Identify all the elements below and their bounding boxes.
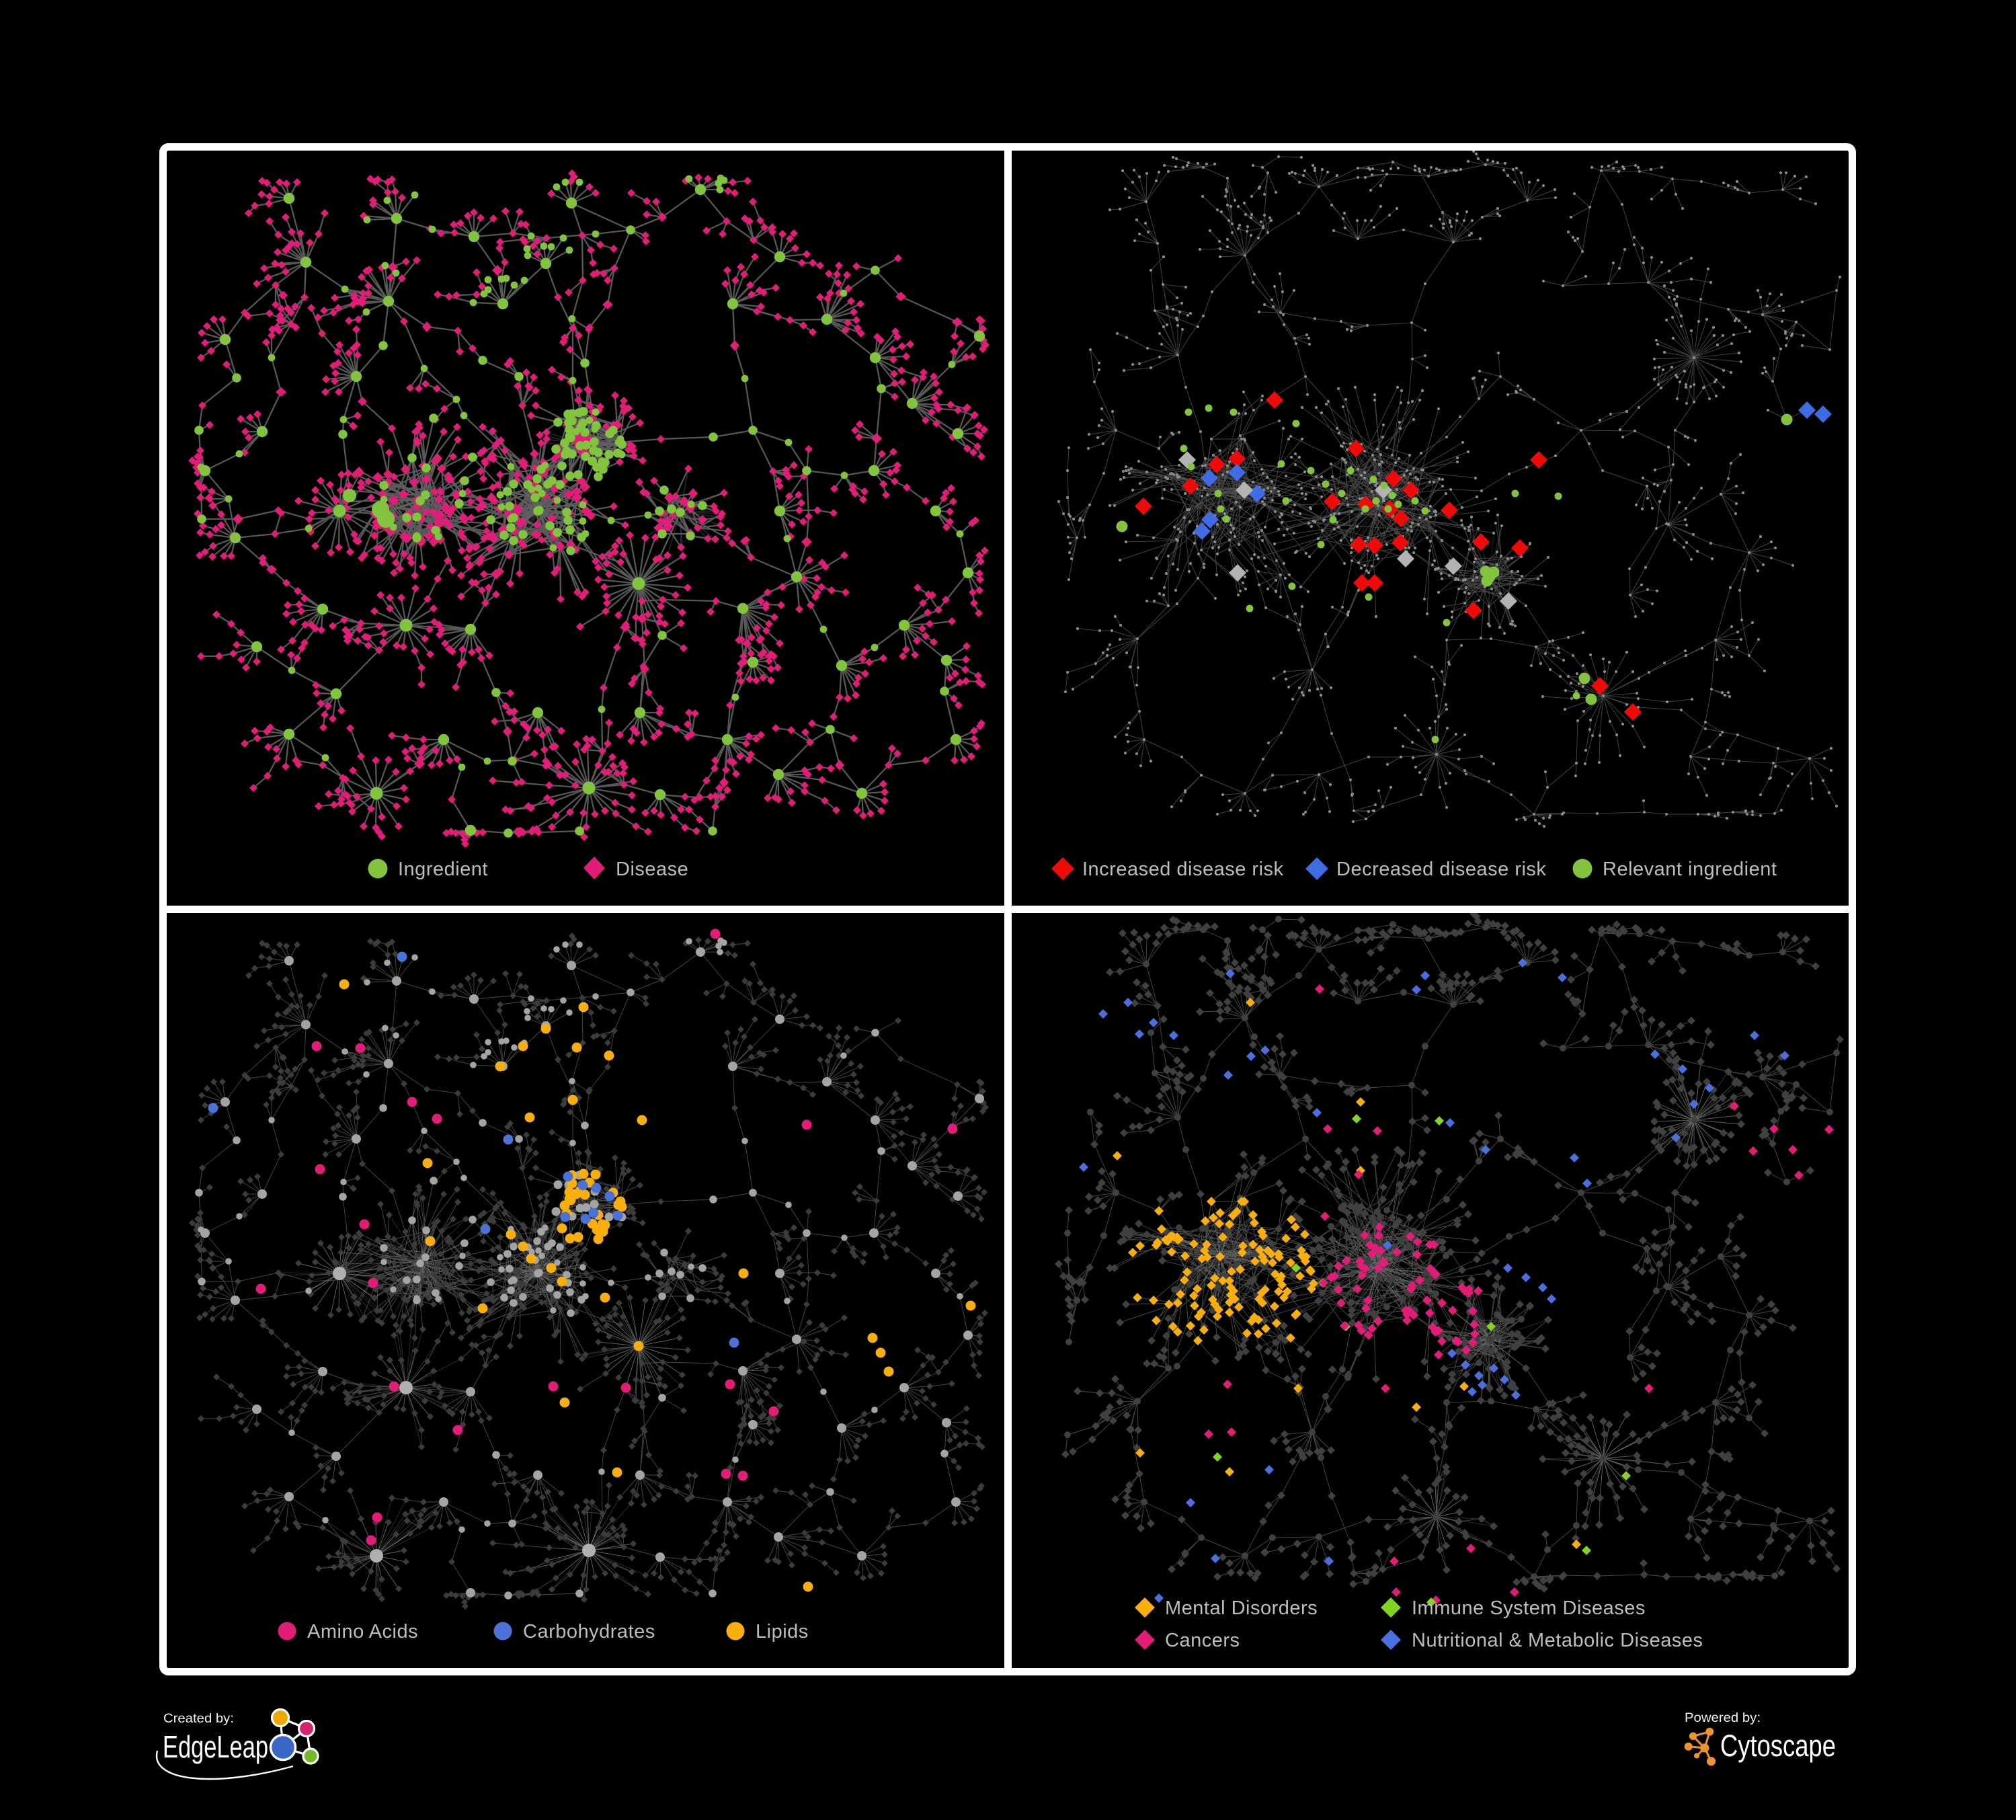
svg-text:Relevant ingredient: Relevant ingredient (1603, 859, 1777, 880)
svg-text:Immune System Diseases: Immune System Diseases (1412, 1597, 1646, 1619)
svg-text:Carbohydrates: Carbohydrates (523, 1621, 655, 1643)
svg-text:EdgeLeap: EdgeLeap (163, 1729, 268, 1764)
svg-text:Increased disease risk: Increased disease risk (1082, 859, 1284, 880)
svg-text:Disease: Disease (616, 859, 688, 880)
svg-text:Ingredient: Ingredient (398, 859, 488, 880)
svg-text:Cytoscape: Cytoscape (1720, 1729, 1836, 1763)
svg-text:Amino Acids: Amino Acids (307, 1621, 418, 1643)
svg-text:Powered by:: Powered by: (1685, 1711, 1761, 1725)
svg-text:Mental Disorders: Mental Disorders (1165, 1597, 1318, 1619)
svg-text:Cancers: Cancers (1165, 1630, 1240, 1651)
svg-text:Lipids: Lipids (756, 1621, 809, 1643)
svg-text:Decreased disease risk: Decreased disease risk (1336, 859, 1546, 880)
svg-text:Created by:: Created by: (163, 1712, 234, 1726)
svg-text:Nutritional & Metabolic Diseas: Nutritional & Metabolic Diseases (1412, 1630, 1703, 1651)
